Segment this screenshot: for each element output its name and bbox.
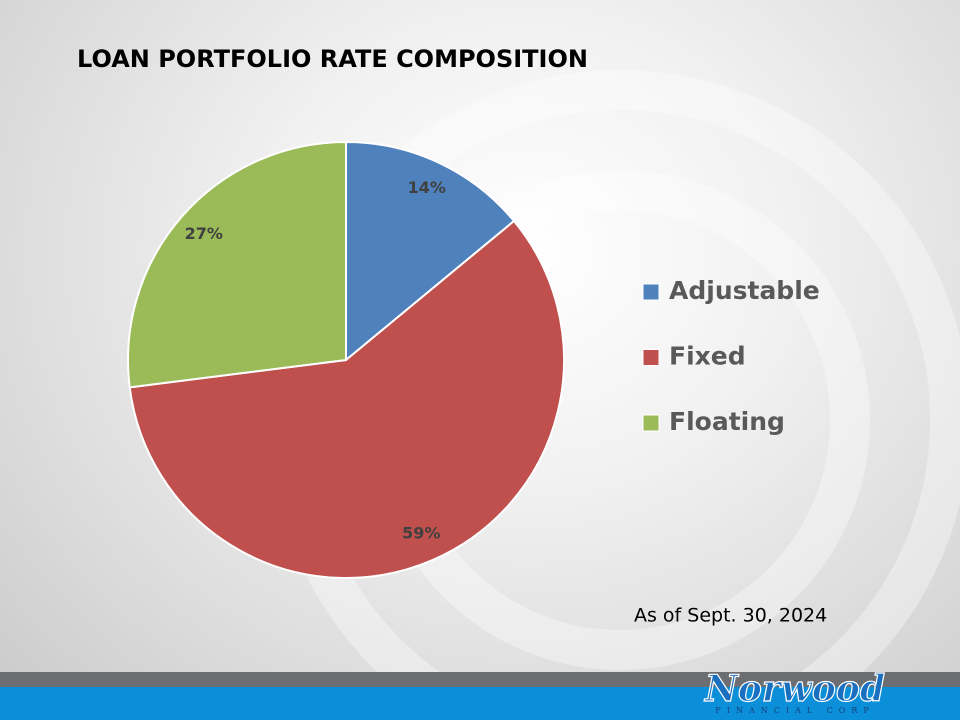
footer-band [0, 672, 960, 687]
legend-label: Fixed [669, 342, 746, 371]
chart-title: LOAN PORTFOLIO RATE COMPOSITION [77, 45, 588, 73]
pie-slice [128, 219, 565, 579]
logo: Norwood [704, 668, 885, 710]
note: As of Sept. 30, 2024 [634, 605, 827, 627]
logo-tagline: FINANCIAL CORP [715, 706, 875, 715]
pie-slice [345, 140, 516, 363]
legend-label: Floating [669, 407, 785, 436]
legend-swatch [642, 349, 660, 366]
footer-bar [0, 687, 960, 720]
legend-swatch [642, 283, 660, 301]
data-label: 27% [185, 224, 223, 243]
pie-slice [127, 140, 347, 389]
legend-label: Adjustable [669, 276, 820, 305]
legend-swatch [642, 414, 660, 432]
data-label: 14% [408, 178, 446, 197]
data-label: 59% [402, 524, 440, 543]
